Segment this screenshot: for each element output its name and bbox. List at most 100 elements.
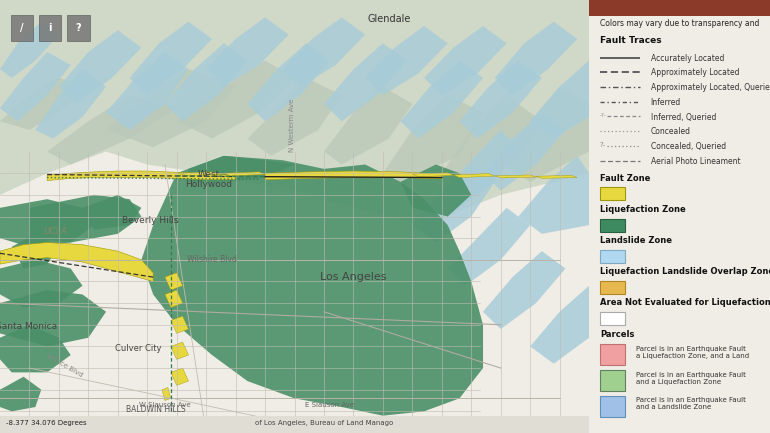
Polygon shape [412,165,495,242]
Polygon shape [460,61,542,139]
Polygon shape [0,260,82,307]
Bar [0,416,589,433]
Text: -?-: -?- [600,113,607,118]
Polygon shape [500,87,589,182]
Text: Colors may vary due to transparency and: Colors may vary due to transparency and [600,19,759,29]
Bar [600,281,625,294]
Text: Accurately Located: Accurately Located [651,54,724,63]
Polygon shape [165,290,182,307]
Bar [589,0,770,16]
Polygon shape [171,342,189,359]
Polygon shape [129,22,212,95]
Polygon shape [165,43,247,121]
Polygon shape [0,242,153,281]
Bar [11,15,33,41]
Polygon shape [59,30,142,104]
Polygon shape [171,316,189,333]
Polygon shape [400,61,483,139]
Polygon shape [0,52,71,121]
Polygon shape [400,165,471,216]
Polygon shape [383,95,483,182]
Text: Venice Blvd: Venice Blvd [45,353,84,378]
Text: Area Not Evaluated for Liquefaction or: Area Not Evaluated for Liquefaction or [600,298,770,307]
Bar [600,250,625,263]
Text: ?-: ?- [600,142,606,148]
Text: Parcel is in an Earthquake Fault
a Liquefaction Zone, and a Land: Parcel is in an Earthquake Fault a Lique… [636,346,749,359]
Text: Parcel is in an Earthquake Fault
and a Liquefaction Zone: Parcel is in an Earthquake Fault and a L… [636,372,746,385]
Bar [600,312,625,325]
Polygon shape [0,199,94,247]
Bar [38,15,62,41]
Text: Glendale: Glendale [367,14,410,25]
Text: Fault Zone: Fault Zone [600,174,651,183]
Polygon shape [165,273,182,290]
Bar [600,187,625,200]
Text: Fault Traces: Fault Traces [600,36,661,45]
Polygon shape [47,171,236,181]
Bar [600,370,625,391]
Bar [600,344,625,365]
Text: Beverly Hills: Beverly Hills [122,216,179,225]
Polygon shape [162,388,171,401]
Polygon shape [0,325,71,372]
Text: -8.377 34.076 Degrees: -8.377 34.076 Degrees [6,420,86,427]
Polygon shape [324,43,407,121]
Polygon shape [35,69,106,139]
Polygon shape [424,26,507,95]
Text: ?: ? [75,23,81,33]
Polygon shape [495,175,536,178]
Polygon shape [483,251,565,329]
Polygon shape [0,0,589,225]
Polygon shape [495,22,578,95]
Polygon shape [0,290,106,346]
Text: Parcels: Parcels [600,330,634,339]
Text: i: i [49,23,52,33]
Text: Culver City: Culver City [116,344,162,353]
Bar [600,219,625,232]
Text: Inferred: Inferred [651,98,681,107]
Polygon shape [442,130,518,208]
Polygon shape [82,195,142,229]
Text: Concealed: Concealed [651,127,691,136]
Polygon shape [324,87,412,165]
Polygon shape [206,17,289,87]
Text: N Westerm Ave: N Westerm Ave [289,99,295,152]
Polygon shape [12,234,59,268]
Polygon shape [265,171,442,180]
Polygon shape [47,95,176,165]
Polygon shape [454,174,495,178]
Text: Liquefaction Landslide Overlap Zone: Liquefaction Landslide Overlap Zone [600,267,770,276]
Text: Aerial Photo Lineament: Aerial Photo Lineament [651,157,740,166]
Text: Wilshire Blvd: Wilshire Blvd [187,255,237,264]
Polygon shape [0,377,42,411]
Polygon shape [189,156,294,182]
Text: Approximately Located, Queried: Approximately Located, Queried [651,83,770,92]
Text: Santa Monica: Santa Monica [0,323,57,331]
Polygon shape [530,286,589,364]
Polygon shape [247,78,342,156]
Polygon shape [176,61,294,139]
Text: Approximately Located: Approximately Located [651,68,739,78]
Polygon shape [447,208,530,286]
Polygon shape [142,156,483,416]
Polygon shape [530,61,589,139]
Text: of Los Angeles, Bureau of Land Manago: of Los Angeles, Bureau of Land Manago [255,420,393,427]
Polygon shape [0,22,59,78]
Polygon shape [536,175,578,178]
Text: Los Angeles: Los Angeles [320,272,387,282]
Text: Concealed, Queried: Concealed, Queried [651,142,725,151]
Text: W Slauson Ave: W Slauson Ave [139,402,191,408]
Polygon shape [0,78,89,130]
Polygon shape [29,195,142,242]
Polygon shape [442,95,542,191]
Text: E Slauson Ave: E Slauson Ave [306,402,354,408]
Text: BALDWIN HILLS: BALDWIN HILLS [126,405,186,414]
Text: Landslide Zone: Landslide Zone [600,236,672,245]
Polygon shape [412,173,454,177]
Text: UCLA: UCLA [44,227,68,236]
Text: West
Hollywood: West Hollywood [186,170,233,189]
Text: Parcel is in an Earthquake Fault
and a Landslide Zone: Parcel is in an Earthquake Fault and a L… [636,397,746,410]
Bar [600,396,625,417]
Polygon shape [224,172,265,176]
Text: Inferred, Queried: Inferred, Queried [651,113,716,122]
